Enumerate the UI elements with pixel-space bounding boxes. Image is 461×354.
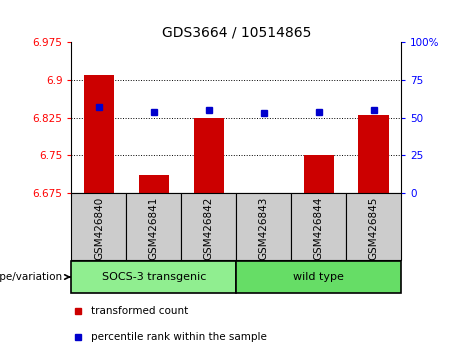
- Text: GSM426844: GSM426844: [313, 196, 324, 260]
- Text: transformed count: transformed count: [91, 306, 189, 316]
- Text: genotype/variation: genotype/variation: [0, 272, 62, 282]
- Title: GDS3664 / 10514865: GDS3664 / 10514865: [161, 26, 311, 40]
- Bar: [71, 261, 236, 293]
- Bar: [181, 193, 236, 260]
- Bar: [126, 193, 181, 260]
- Bar: [84, 75, 114, 193]
- Bar: [236, 261, 401, 293]
- Bar: [71, 193, 126, 260]
- Bar: [303, 155, 334, 193]
- Bar: [194, 118, 224, 193]
- Text: GSM426843: GSM426843: [259, 196, 269, 260]
- Text: SOCS-3 transgenic: SOCS-3 transgenic: [102, 272, 206, 282]
- Text: wild type: wild type: [293, 272, 344, 282]
- Text: GSM426840: GSM426840: [94, 196, 104, 259]
- Bar: [359, 115, 389, 193]
- Text: percentile rank within the sample: percentile rank within the sample: [91, 332, 267, 342]
- Bar: [346, 193, 401, 260]
- Text: GSM426845: GSM426845: [369, 196, 378, 260]
- Text: GSM426841: GSM426841: [149, 196, 159, 260]
- Bar: [291, 193, 346, 260]
- Bar: [139, 175, 169, 193]
- Text: GSM426842: GSM426842: [204, 196, 214, 260]
- Bar: [236, 193, 291, 260]
